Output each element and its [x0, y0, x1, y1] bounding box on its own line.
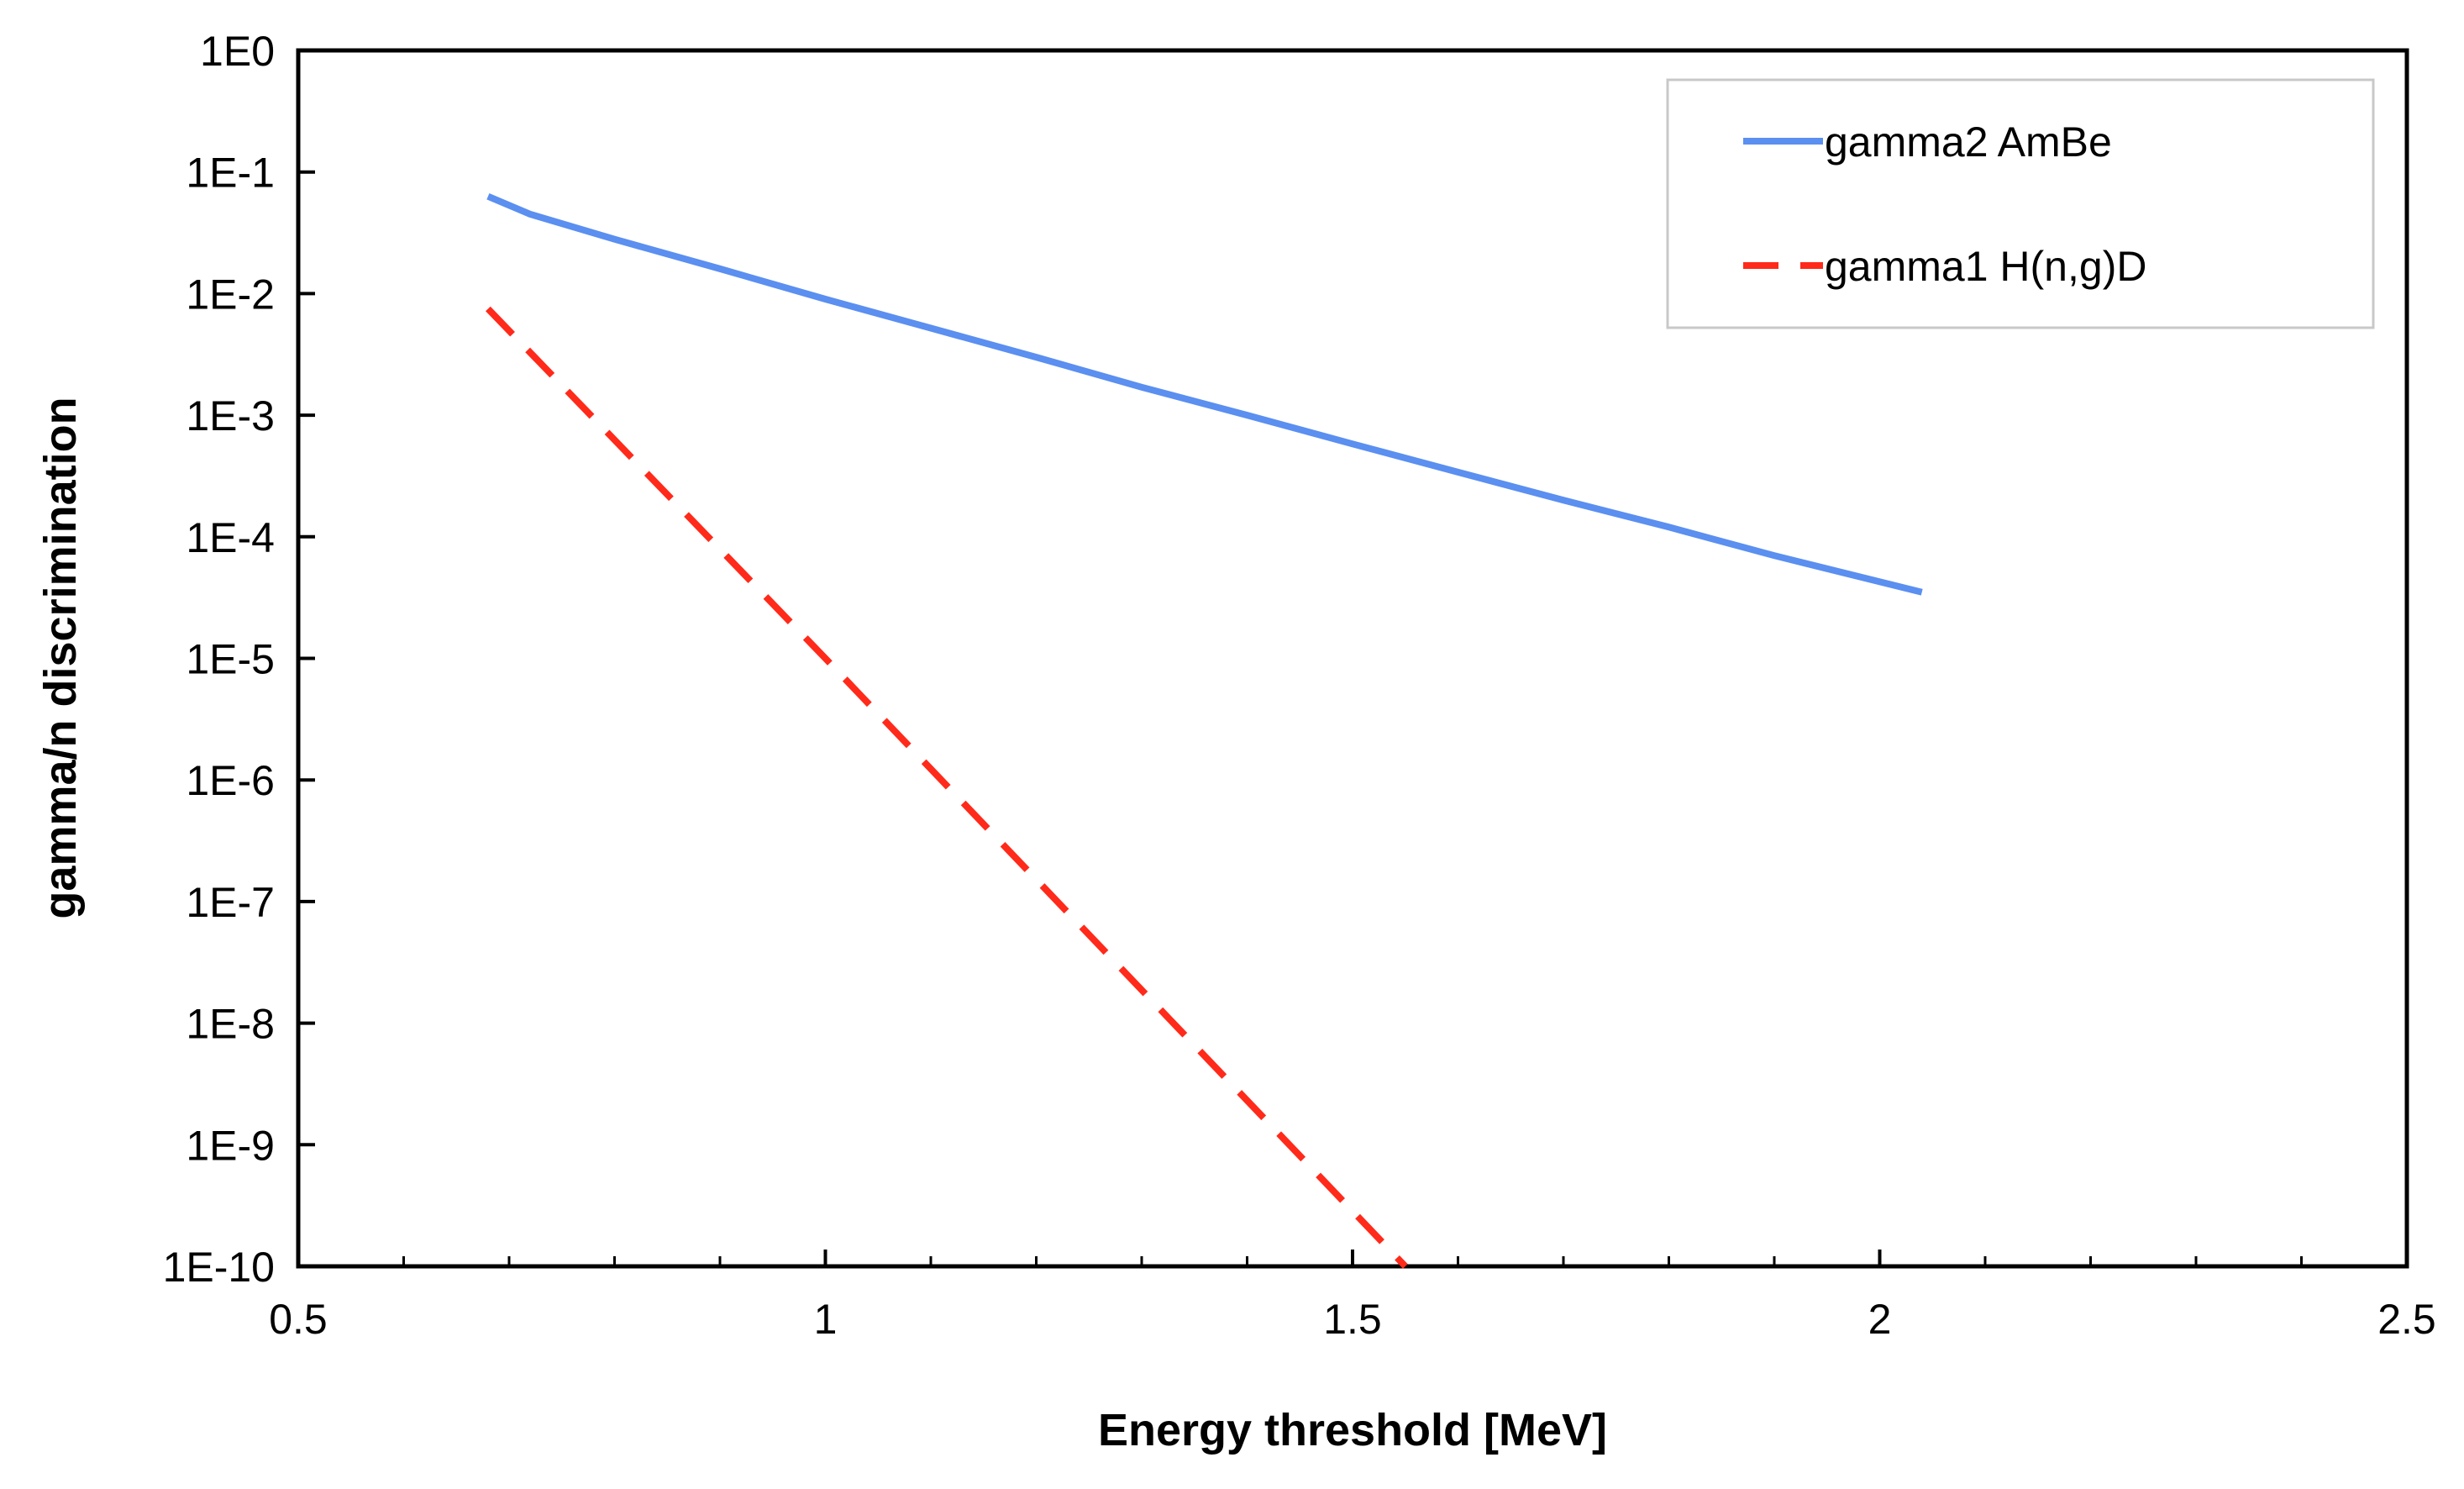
x-axis-ticks: 0.5 1 1.5 2 2.5 [269, 1250, 2436, 1343]
y-tick-label: 1E-8 [186, 1001, 275, 1048]
legend-box [1666, 78, 2375, 329]
y-tick-label: 1E-3 [186, 392, 275, 439]
series-layer [486, 193, 1923, 1269]
x-tick-label: 2 [1868, 1296, 1892, 1343]
y-tick-label: 1E-9 [186, 1122, 275, 1169]
legend-label-gamma1-hngd: gamma1 H(n,g)D [1825, 243, 2146, 290]
x-tick-label: 1 [814, 1296, 838, 1343]
y-tick-label: 1E-10 [163, 1244, 275, 1291]
y-tick-label: 1E-1 [186, 150, 275, 197]
y-axis-ticks: 1E0 1E-1 1E-2 1E-3 1E-4 1E-5 1E-6 1E-7 1E-8 1E-9 1… [163, 28, 315, 1291]
y-tick-label: 1E-4 [186, 514, 275, 561]
y-tick-label: 1E-5 [186, 636, 275, 683]
y-tick-label: 1E0 [200, 28, 275, 75]
y-axis-title: gamma/n discrimination [35, 397, 86, 918]
x-tick-label: 0.5 [269, 1296, 328, 1343]
legend: gamma2 AmBe gamma1 H(n,g)D [1666, 78, 2375, 329]
y-tick-label: 1E-2 [186, 271, 275, 318]
x-tick-label: 1.5 [1323, 1296, 1382, 1343]
x-axis-title: Energy threshold [MeV] [1098, 1405, 1607, 1455]
x-tick-label: 2.5 [2377, 1296, 2436, 1343]
series-line-gamma2-ambe [486, 193, 1923, 596]
legend-label-gamma2-ambe: gamma2 AmBe [1825, 118, 2112, 166]
y-tick-label: 1E-7 [186, 879, 275, 926]
y-tick-label: 1E-6 [186, 757, 275, 804]
series-line-gamma1-h-n-g-d [486, 306, 1408, 1269]
